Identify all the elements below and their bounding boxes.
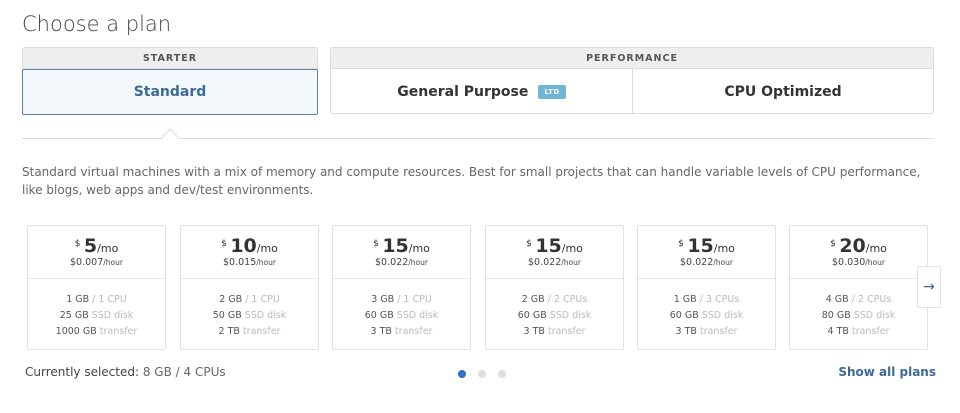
hourly-price: $0.030/hour [832,257,885,268]
currently-selected: Currently selected: 8 GB / 4 CPUs [25,365,226,379]
page-title: Choose a plan [22,12,172,36]
memory-cpu: 1 GB / 1 CPU [66,294,127,305]
performance-group: PERFORMANCE General Purpose LTD CPU Optim… [330,47,934,114]
divider [22,138,934,139]
monthly-price: $ 15/mo [526,235,583,257]
plan-card[interactable]: $ 20/mo $0.030/hour 4 GB / 2 CPUs 80 GB … [789,225,928,350]
monthly-price: $ 10/mo [221,235,278,257]
plan-description: Standard virtual machines with a mix of … [22,165,921,197]
plan-card[interactable]: $ 10/mo $0.015/hour 2 GB / 1 CPU 50 GB S… [180,225,319,350]
tab-cpu-optimized[interactable]: CPU Optimized [724,83,842,100]
disk: 60 GB SSD disk [517,310,592,321]
current-label: Currently selected: [25,365,140,379]
memory-cpu: 3 GB / 1 CPU [371,294,432,305]
transfer: 3 TB transfer [523,326,586,337]
transfer: 3 TB transfer [370,326,433,337]
disk: 60 GB SSD disk [669,310,744,321]
plan-card[interactable]: $ 5/mo $0.007/hour 1 GB / 1 CPU 25 GB SS… [27,225,166,350]
hourly-price: $0.007/hour [70,257,123,268]
hourly-price: $0.022/hour [375,257,428,268]
plan-specs: 2 GB / 1 CPU 50 GB SSD disk 2 TB transfe… [181,279,318,340]
hourly-price: $0.022/hour [528,257,581,268]
ltd-badge: LTD [538,84,566,99]
hourly-price: $0.022/hour [680,257,733,268]
monthly-price: $ 15/mo [678,235,735,257]
transfer: 1000 GB transfer [55,326,138,337]
next-arrow-icon[interactable]: → [917,266,941,308]
monthly-price: $ 20/mo [830,235,887,257]
plan-specs: 1 GB / 3 CPUs 60 GB SSD disk 3 TB transf… [638,279,775,340]
plan-specs: 3 GB / 1 CPU 60 GB SSD disk 3 TB transfe… [333,279,470,340]
memory-cpu: 4 GB / 2 CPUs [825,294,892,305]
transfer: 2 TB transfer [218,326,281,337]
disk: 80 GB SSD disk [821,310,896,321]
page-dot[interactable] [498,370,506,378]
starter-group: STARTER Standard [22,47,318,115]
selection-caret [161,128,179,146]
disk: 50 GB SSD disk [212,310,287,321]
page-dot[interactable] [478,370,486,378]
monthly-price: $ 5/mo [74,235,119,257]
memory-cpu: 2 GB / 2 CPUs [521,294,588,305]
plan-card[interactable]: $ 15/mo $0.022/hour 2 GB / 2 CPUs 60 GB … [485,225,624,350]
pagination [458,370,506,378]
tab-standard[interactable]: Standard [22,69,318,115]
starter-header: STARTER [23,48,317,69]
page-dot[interactable] [458,370,466,378]
tab-general-purpose[interactable]: General Purpose LTD [331,69,633,114]
plan-specs: 1 GB / 1 CPU 25 GB SSD disk 1000 GB tran… [28,279,165,340]
show-all-plans-link[interactable]: Show all plans [838,365,936,379]
plan-specs: 4 GB / 2 CPUs 80 GB SSD disk 4 TB transf… [790,279,927,340]
transfer: 4 TB transfer [827,326,890,337]
monthly-price: $ 15/mo [373,235,430,257]
current-value: 8 GB / 4 CPUs [142,365,226,379]
plan-specs: 2 GB / 2 CPUs 60 GB SSD disk 3 TB transf… [486,279,623,340]
transfer: 3 TB transfer [675,326,738,337]
performance-header: PERFORMANCE [331,48,933,69]
memory-cpu: 1 GB / 3 CPUs [673,294,740,305]
memory-cpu: 2 GB / 1 CPU [219,294,280,305]
disk: 25 GB SSD disk [59,310,134,321]
plan-card[interactable]: $ 15/mo $0.022/hour 1 GB / 3 CPUs 60 GB … [637,225,776,350]
tab-label: General Purpose [397,83,529,100]
plan-card[interactable]: $ 15/mo $0.022/hour 3 GB / 1 CPU 60 GB S… [332,225,471,350]
disk: 60 GB SSD disk [364,310,439,321]
hourly-price: $0.015/hour [223,257,276,268]
